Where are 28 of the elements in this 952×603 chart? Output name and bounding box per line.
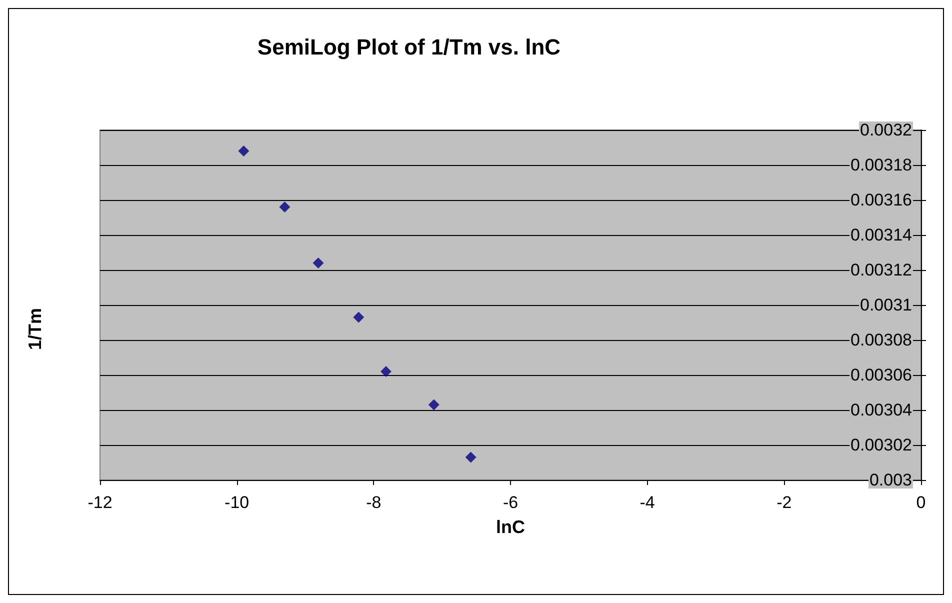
y-tick-label: 0.003 [869,470,912,490]
x-tick-label: 0 [916,493,926,512]
point [353,312,364,323]
point [279,202,290,212]
x-axis-title: lnC [496,517,525,537]
point [238,146,250,156]
y-tick-label: 0.00318 [850,156,912,174]
chart-title: SemiLog Plot of 1/Tm vs. lnC [257,34,561,60]
y-tick-label: 0.00316 [850,190,912,210]
y-tick-label: 0.00304 [850,400,912,420]
x-tick-label: -12 [88,493,112,512]
y-tick-label: 0.00306 [850,366,912,384]
y-tick-label: 0.00308 [850,330,912,350]
y-tick-label: 0.00314 [850,226,912,244]
y-tick-label: 0.00302 [850,436,912,454]
x-tick-label: -8 [366,493,382,512]
point [312,258,324,268]
y-axis-title: 1/Tm [25,308,45,350]
point [380,366,392,377]
x-tick-label: -4 [640,493,655,512]
point [428,399,440,410]
y-tick-label: 0.00312 [850,260,912,280]
x-tick-label: -6 [502,493,518,512]
x-tick-label: -2 [776,493,792,512]
x-tick-label: -10 [224,493,250,512]
y-tick-label: 0.0032 [860,120,912,140]
point [465,452,476,463]
y-tick-label: 0.0031 [860,296,912,314]
